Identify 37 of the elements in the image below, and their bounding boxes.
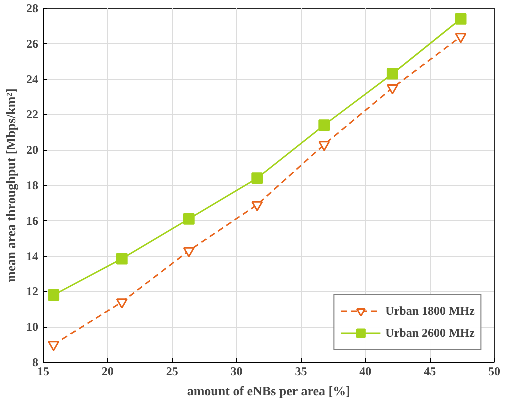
point <box>48 289 60 301</box>
x-tick-label: 35 <box>295 364 308 378</box>
y-tick-label: 26 <box>26 36 38 51</box>
y-tick-label: 24 <box>26 72 38 86</box>
y-tick-label: 14 <box>26 249 38 264</box>
x-axis-title: amount of eNBs per area [%] <box>187 384 350 398</box>
y-tick-label: 12 <box>26 284 38 299</box>
x-tick-label: 30 <box>230 364 243 378</box>
point <box>455 13 467 25</box>
point <box>183 213 195 225</box>
point <box>252 172 264 184</box>
y-tick-label: 20 <box>26 143 38 158</box>
point <box>318 120 330 132</box>
x-tick-label: 20 <box>102 364 114 378</box>
y-axis-title: mean area throughput [Mbps/km²] <box>4 88 18 282</box>
x-tick-label: 15 <box>38 364 50 378</box>
point <box>48 341 60 352</box>
point <box>455 33 467 44</box>
y-tick-label: 10 <box>26 320 38 334</box>
point <box>183 247 195 258</box>
point <box>116 253 128 265</box>
x-tick-label: 50 <box>488 364 500 378</box>
x-tick-label: 25 <box>166 364 178 378</box>
legend-label: Urban 2600 MHz <box>386 326 475 340</box>
y-tick-label: 16 <box>26 214 38 228</box>
y-tick-label: 28 <box>26 2 38 16</box>
x-tick-label: 40 <box>360 364 372 378</box>
point <box>252 201 264 212</box>
point <box>116 298 128 309</box>
point <box>386 68 398 80</box>
point <box>318 141 330 152</box>
y-tick-label: 8 <box>32 356 38 370</box>
y-tick-label: 18 <box>26 178 38 192</box>
legend-label: Urban 1800 MHz <box>386 304 475 318</box>
point <box>386 84 398 95</box>
y-tick-label: 22 <box>26 108 38 122</box>
x-tick-label: 45 <box>424 364 436 378</box>
